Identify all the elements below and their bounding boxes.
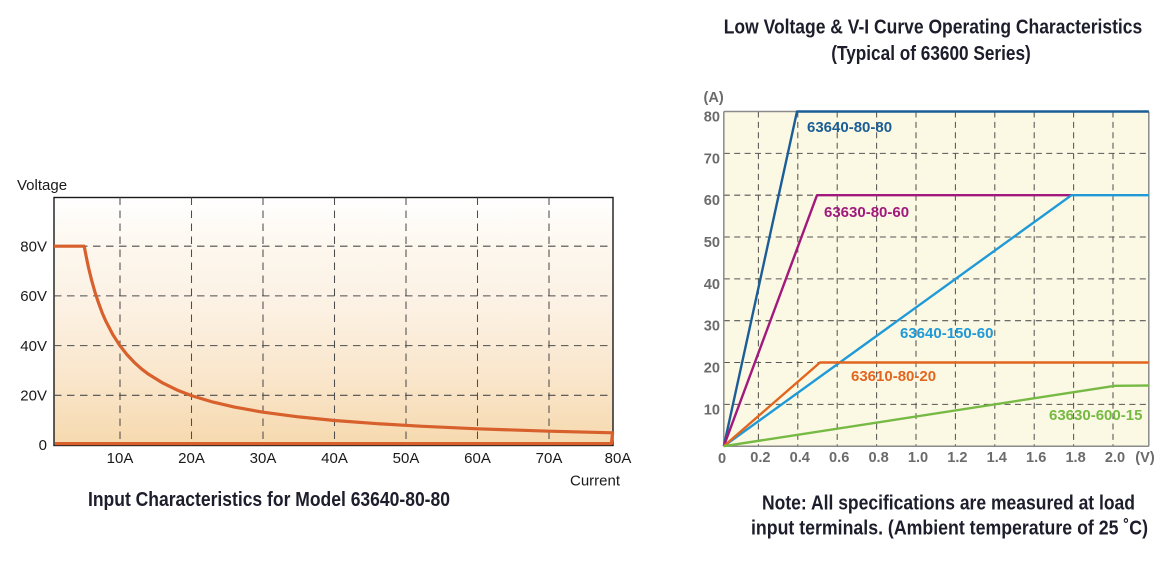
svg-text:Note: All specifications are m: Note: All specifications are measured at… [762, 493, 1135, 515]
svg-text:60: 60 [704, 193, 720, 209]
svg-text:10: 10 [704, 402, 720, 418]
svg-text:80: 80 [704, 110, 720, 126]
svg-text:63630-80-60: 63630-80-60 [824, 204, 909, 221]
svg-text:1.4: 1.4 [987, 450, 1008, 466]
svg-text:input terminals. (Ambient temp: input terminals. (Ambient temperature of… [751, 517, 1148, 540]
svg-text:70: 70 [704, 151, 720, 167]
svg-text:40: 40 [704, 277, 720, 293]
svg-text:0: 0 [39, 437, 47, 454]
svg-text:0.6: 0.6 [829, 450, 849, 466]
svg-text:50: 50 [704, 235, 720, 251]
svg-text:60V: 60V [20, 288, 47, 305]
svg-text:10A: 10A [107, 450, 134, 467]
svg-text:30A: 30A [250, 450, 277, 467]
svg-text:(A): (A) [704, 90, 724, 106]
svg-text:1.2: 1.2 [947, 450, 967, 466]
svg-text:20: 20 [704, 361, 720, 377]
svg-text:63610-80-20: 63610-80-20 [851, 368, 936, 385]
svg-text:80A: 80A [605, 450, 632, 467]
svg-text:20A: 20A [178, 450, 205, 467]
svg-text:63630-600-15: 63630-600-15 [1049, 407, 1142, 424]
svg-text:0.4: 0.4 [790, 450, 811, 466]
svg-text:63640-150-60: 63640-150-60 [900, 325, 993, 342]
svg-text:70A: 70A [536, 450, 563, 467]
svg-text:Low Voltage & V-I Curve Operat: Low Voltage & V-I Curve Operating Charac… [724, 17, 1143, 39]
svg-text:2.0: 2.0 [1105, 450, 1125, 466]
svg-text:1.8: 1.8 [1065, 450, 1085, 466]
svg-text:(Typical of 63600 Series): (Typical of 63600 Series) [831, 43, 1031, 65]
svg-text:Voltage: Voltage [17, 177, 67, 194]
svg-text:63640-80-80: 63640-80-80 [807, 119, 892, 136]
svg-text:80V: 80V [20, 239, 47, 256]
svg-text:Input Characteristics for Mode: Input Characteristics for Model 63640-80… [88, 489, 450, 511]
svg-text:40A: 40A [321, 450, 348, 467]
svg-text:(V): (V) [1135, 450, 1155, 466]
svg-text:1.6: 1.6 [1026, 450, 1046, 466]
svg-text:0.8: 0.8 [868, 450, 888, 466]
svg-text:20V: 20V [20, 388, 47, 405]
svg-text:0: 0 [718, 451, 726, 467]
svg-text:50A: 50A [393, 450, 420, 467]
svg-text:40V: 40V [20, 338, 47, 355]
svg-text:1.0: 1.0 [908, 450, 928, 466]
svg-text:60A: 60A [464, 450, 491, 467]
svg-text:30: 30 [704, 319, 720, 335]
svg-text:0.2: 0.2 [750, 450, 770, 466]
svg-text:Current: Current [570, 473, 621, 490]
